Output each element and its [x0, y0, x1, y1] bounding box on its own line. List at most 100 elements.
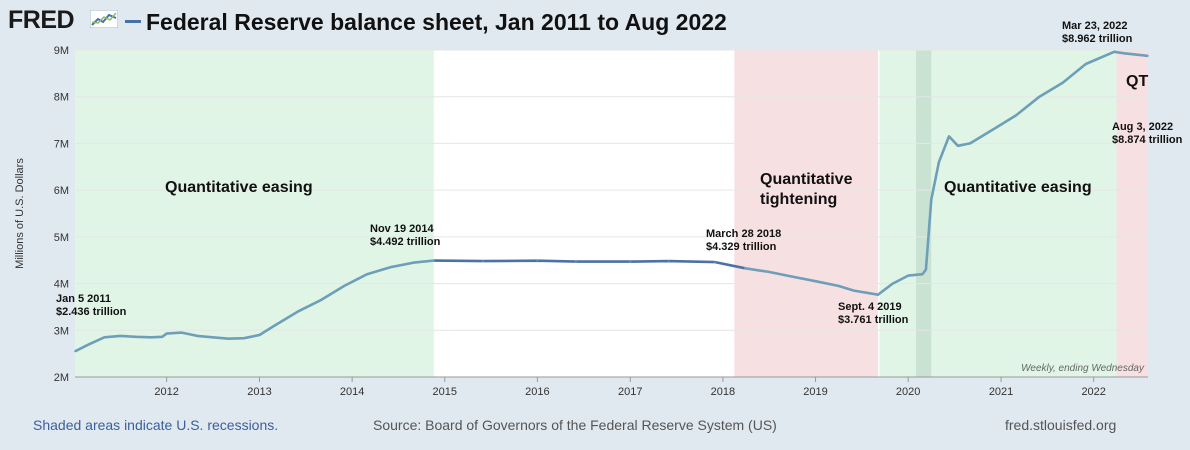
- data-point: [629, 260, 632, 263]
- chart-title: Federal Reserve balance sheet, Jan 2011 …: [146, 9, 727, 35]
- data-point: [743, 267, 746, 270]
- frequency-note: Weekly, ending Wednesday: [1021, 363, 1145, 374]
- annotation-jan2011-line-1: $2.436 trillion: [56, 306, 127, 318]
- data-point: [853, 289, 855, 292]
- data-point: [992, 128, 994, 131]
- annotation-nov2014-line-1: $4.492 trillion: [370, 236, 441, 248]
- data-point: [814, 280, 817, 283]
- data-point: [930, 198, 933, 201]
- balance-sheet-chart: 2M 3M 4M 5M 6M 7M 8M 9M 2012 2013 2014 2015 2016 2017…: [14, 20, 1183, 398]
- data-point: [258, 334, 261, 336]
- data-point: [273, 324, 276, 327]
- region-label-qe2: Quantitative easing: [944, 179, 1092, 196]
- series-legend-swatch: [125, 20, 141, 23]
- easing-region-shade: [75, 50, 434, 377]
- x-tick-label: 2018: [711, 386, 735, 398]
- y-tick-label: 2M: [54, 372, 69, 384]
- annotation-mar2022-line-1: $8.962 trillion: [1062, 33, 1133, 45]
- data-point: [433, 259, 435, 262]
- data-point: [536, 259, 539, 262]
- data-point: [343, 285, 346, 287]
- data-point: [837, 285, 840, 287]
- region-label-qt1: Quantitative: [760, 171, 853, 188]
- data-point: [877, 293, 879, 296]
- tightening-region-shade: [734, 50, 878, 377]
- region-label-qt1: tightening: [760, 191, 837, 208]
- data-point: [768, 271, 770, 273]
- data-point: [1015, 114, 1017, 117]
- data-point: [88, 343, 90, 346]
- data-point: [1061, 81, 1064, 84]
- data-point: [134, 336, 137, 338]
- region-label-qe1: Quantitative easing: [165, 179, 313, 196]
- data-point: [1147, 55, 1149, 57]
- data-point: [482, 260, 484, 262]
- data-point: [921, 273, 924, 276]
- annotation-sep2019-line-1: $3.761 trillion: [838, 314, 909, 326]
- data-point: [1038, 95, 1041, 98]
- y-tick-label: 6M: [54, 185, 69, 197]
- easing-region-shade: [879, 50, 1117, 377]
- fred-logo[interactable]: FRED: [8, 6, 75, 34]
- source-note: Source: Board of Governors of the Federa…: [373, 417, 777, 433]
- data-point: [938, 161, 940, 163]
- x-tick-label: 2015: [433, 386, 457, 398]
- data-point: [297, 310, 299, 313]
- data-point: [891, 282, 894, 285]
- data-point: [957, 144, 959, 147]
- x-tick-label: 2021: [989, 386, 1013, 398]
- data-point: [181, 331, 183, 334]
- data-point: [969, 142, 971, 145]
- annotation-mar2018-line-0: March 28 2018: [706, 228, 781, 240]
- series-line-segment: [744, 50, 1149, 297]
- x-tick-label: 2017: [618, 386, 642, 398]
- data-point: [791, 275, 793, 278]
- data-point: [161, 336, 164, 338]
- data-point: [575, 260, 577, 263]
- data-point: [196, 335, 199, 337]
- data-point: [948, 135, 950, 138]
- data-point: [227, 337, 230, 340]
- site-link[interactable]: fred.stlouisfed.org: [1005, 417, 1117, 433]
- data-point: [74, 350, 76, 353]
- data-point: [243, 337, 245, 340]
- recession-shade: [916, 50, 932, 377]
- y-tick-label: 3M: [54, 325, 69, 337]
- data-point: [389, 266, 392, 269]
- y-tick-label: 8M: [54, 92, 69, 104]
- x-tick-label: 2014: [340, 386, 364, 398]
- data-point: [150, 336, 152, 339]
- series-line-segment: [74, 259, 435, 353]
- chart-header: FRED Federal Reserve balance sheet, Jan …: [0, 0, 1190, 44]
- annotation-nov2014-line-0: Nov 19 2014: [370, 223, 434, 235]
- data-point: [320, 299, 322, 301]
- y-axis-label: Millions of U.S. Dollars: [14, 158, 26, 269]
- y-tick-label: 4M: [54, 279, 69, 291]
- data-point: [1113, 50, 1116, 53]
- data-point: [413, 261, 415, 264]
- annotation-jan2011-line-0: Jan 5 2011: [56, 293, 111, 305]
- fred-logo-chart-icon: [90, 10, 118, 28]
- annotation-aug2022-line-1: $8.874 trillion: [1112, 134, 1183, 146]
- data-point: [212, 336, 214, 339]
- series-line-segment: [433, 259, 745, 270]
- tightening-region-shade: [1116, 50, 1148, 377]
- y-tick-label: 9M: [54, 45, 69, 57]
- annotation-mar2022-line-0: Mar 23, 2022: [1062, 20, 1127, 32]
- x-tick-label: 2022: [1081, 386, 1105, 398]
- data-point: [667, 260, 670, 262]
- annotation-sep2019-line-0: Sept. 4 2019: [838, 301, 902, 313]
- annotation-mar2018-line-1: $4.329 trillion: [706, 241, 777, 253]
- x-tick-label: 2019: [803, 386, 827, 398]
- data-point: [1085, 63, 1087, 65]
- annotation-aug2022-line-0: Aug 3, 2022: [1112, 121, 1173, 133]
- y-tick-label: 5M: [54, 232, 69, 244]
- x-tick-label: 2013: [247, 386, 271, 398]
- data-point: [366, 273, 368, 276]
- y-tick-label: 7M: [54, 138, 69, 150]
- data-point: [925, 268, 927, 271]
- region-label-qt2: QT: [1126, 73, 1148, 90]
- data-point: [103, 336, 106, 339]
- data-point: [1123, 52, 1125, 55]
- recession-note[interactable]: Shaded areas indicate U.S. recessions.: [33, 417, 279, 433]
